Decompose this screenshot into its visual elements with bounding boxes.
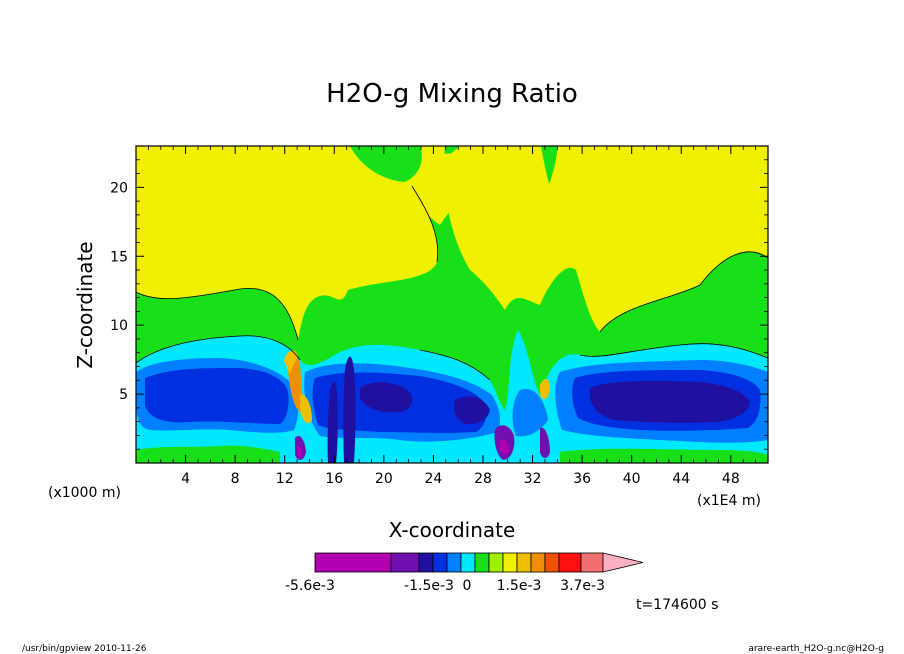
y-tick-label: 10 — [110, 318, 128, 334]
x-tick-label: 24 — [424, 471, 442, 487]
chart-title: H2O-g Mixing Ratio — [326, 79, 578, 109]
contour-band-green-top — [350, 146, 558, 184]
x-tick-label: 8 — [231, 471, 240, 487]
colorbar-label: -5.6e-3 — [285, 578, 335, 594]
y-tick-label: 15 — [110, 249, 128, 265]
y-axis-label: Z-coordinate — [73, 241, 97, 368]
colorbar-labels: -5.6e-3 -1.5e-3 0 1.5e-3 3.7e-3 — [285, 578, 605, 594]
colorbar-cell — [488, 552, 504, 573]
colorbar-cell — [460, 552, 476, 573]
contour-band-orange-plume — [288, 356, 303, 412]
colorbar-cell — [580, 552, 604, 573]
x-tick-label: 40 — [623, 471, 641, 487]
y-axis: 5 10 15 20 — [110, 159, 768, 450]
colorbar-label: 0 — [463, 578, 472, 594]
colorbar-cell — [474, 552, 490, 573]
colorbar-cell — [558, 552, 582, 573]
x-tick-label: 4 — [181, 471, 190, 487]
contour-band-dark-column — [327, 356, 356, 463]
contour-band-yellow — [136, 146, 768, 340]
y-tick-label: 5 — [119, 387, 128, 403]
contour-band-green-bottom — [136, 445, 768, 463]
footer-right: arare-earth_H2O-g.nc@H2O-g — [748, 644, 884, 654]
colorbar-label: 1.5e-3 — [497, 578, 542, 594]
colorbar-label: -1.5e-3 — [404, 578, 454, 594]
colorbar-cell — [390, 552, 420, 573]
colorbar-cell — [516, 552, 532, 573]
x-unit-left: (x1000 m) — [48, 485, 121, 501]
colorbar-arrow — [602, 552, 644, 573]
x-unit-right: (x1E4 m) — [697, 493, 761, 509]
x-tick-label: 12 — [276, 471, 294, 487]
colorbar-cell — [544, 552, 560, 573]
contour-band-yellow-plume — [284, 350, 550, 424]
x-tick-label: 48 — [722, 471, 740, 487]
colorbar-cell — [314, 552, 392, 573]
y-tick-label: 20 — [110, 180, 128, 196]
colorbar-label: 3.7e-3 — [560, 578, 605, 594]
x-tick-label: 44 — [672, 471, 690, 487]
x-axis: 4 8 12 16 20 24 28 32 36 40 44 48 — [147, 146, 757, 487]
contour-band-navy — [360, 380, 750, 425]
contour-band-yellow-2 — [409, 153, 490, 225]
colorbar-cell — [530, 552, 546, 573]
colorbar — [314, 552, 644, 573]
plot-frame — [135, 145, 769, 464]
colorbar-cell — [432, 552, 448, 573]
x-tick-label: 28 — [474, 471, 492, 487]
colorbar-cell — [418, 552, 434, 573]
colorbar-cell — [446, 552, 462, 573]
contour-band-purple — [295, 425, 550, 460]
x-axis-label: X-coordinate — [389, 518, 516, 542]
colorbar-cell — [502, 552, 518, 573]
x-tick-label: 16 — [325, 471, 343, 487]
contour-field — [136, 146, 768, 463]
x-tick-label: 20 — [375, 471, 393, 487]
x-tick-label: 36 — [573, 471, 591, 487]
time-label: t=174600 s — [636, 597, 718, 613]
contour-lines — [136, 185, 768, 381]
x-tick-label: 32 — [524, 471, 542, 487]
footer-left: /usr/bin/gpview 2010-11-26 — [22, 644, 147, 654]
